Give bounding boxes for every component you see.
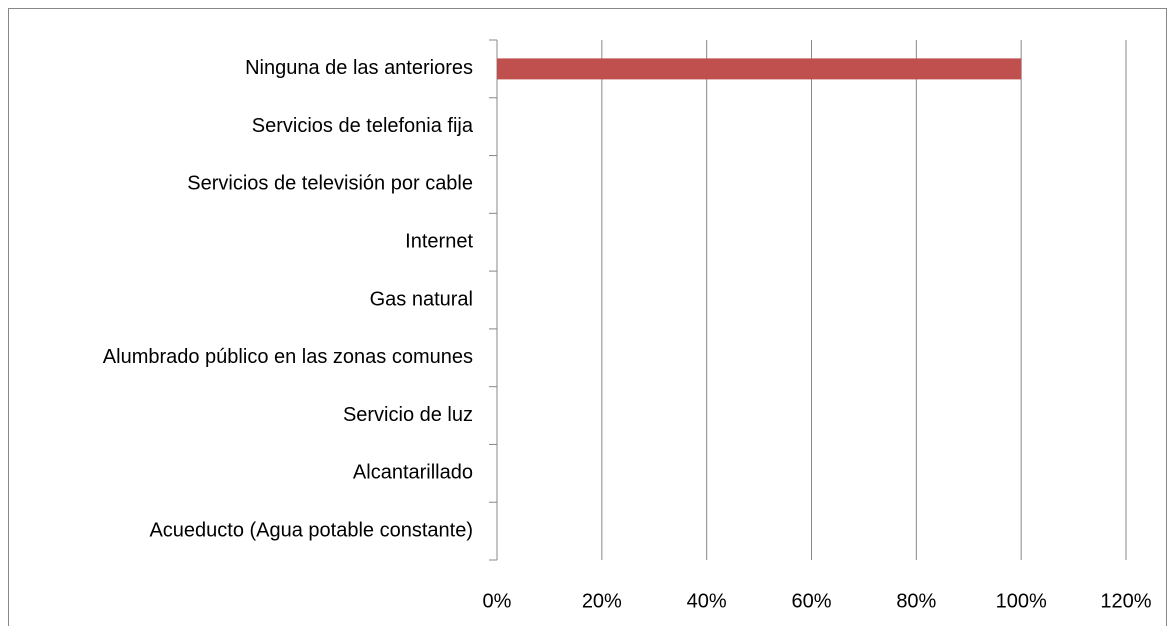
chart-frame: [8, 8, 1167, 626]
bar: [497, 58, 1022, 80]
y-tick-label: Servicios de televisión por cable: [187, 173, 473, 195]
x-tick-label: 20%: [582, 590, 622, 612]
y-tick-label: Acueducto (Agua potable constante): [149, 519, 473, 541]
y-tick-label: Servicios de telefonia fija: [252, 115, 474, 137]
x-tick-label: 120%: [1100, 590, 1151, 612]
x-tick-label: 100%: [996, 590, 1047, 612]
y-tick-label: Servicio de luz: [343, 404, 473, 426]
y-tick-label: Ninguna de las anteriores: [245, 57, 473, 79]
y-tick-label: Alcantarillado: [353, 462, 473, 484]
y-tick-label: Gas natural: [370, 288, 473, 310]
y-tick-label: Internet: [405, 231, 473, 253]
x-tick-label: 0%: [483, 590, 512, 612]
x-tick-label: 60%: [791, 590, 831, 612]
y-tick-label: Alumbrado público en las zonas comunes: [103, 346, 473, 368]
x-tick-label: 40%: [687, 590, 727, 612]
x-tick-label: 80%: [896, 590, 936, 612]
